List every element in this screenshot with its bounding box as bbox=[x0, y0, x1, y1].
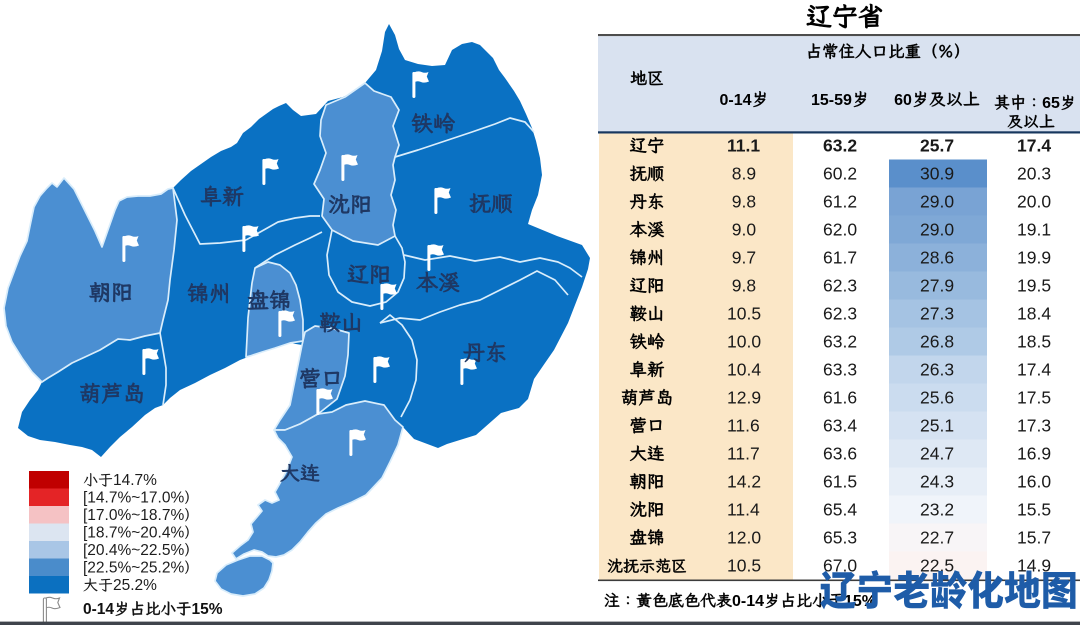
svg-text:15-59: 15-59 bbox=[811, 92, 852, 109]
svg-text:20.0: 20.0 bbox=[1017, 192, 1051, 212]
svg-text:16.0: 16.0 bbox=[1017, 472, 1051, 492]
svg-text:8.9: 8.9 bbox=[732, 164, 756, 184]
svg-text:[18.7%~20.4%: [18.7%~20.4% bbox=[83, 525, 184, 542]
svg-text:61.5: 61.5 bbox=[823, 472, 857, 492]
svg-text:18.5: 18.5 bbox=[1017, 332, 1051, 352]
svg-text:9.7: 9.7 bbox=[732, 248, 756, 268]
svg-text:17.4: 17.4 bbox=[1017, 136, 1051, 156]
svg-text:22.7: 22.7 bbox=[920, 528, 954, 548]
svg-text:65.3: 65.3 bbox=[823, 528, 857, 548]
svg-text:63.3: 63.3 bbox=[823, 360, 857, 380]
svg-text:19.5: 19.5 bbox=[1017, 276, 1051, 296]
svg-text:[20.4%~22.5%: [20.4%~22.5% bbox=[83, 542, 184, 559]
svg-text:9.0: 9.0 bbox=[732, 220, 757, 240]
svg-text:12.9: 12.9 bbox=[727, 388, 761, 408]
svg-text:26.3: 26.3 bbox=[920, 360, 954, 380]
svg-text:25.7: 25.7 bbox=[920, 136, 954, 156]
svg-text:0-14: 0-14 bbox=[732, 593, 764, 610]
svg-text:24.7: 24.7 bbox=[920, 444, 954, 464]
svg-text:62.0: 62.0 bbox=[823, 220, 857, 240]
svg-text:22.5: 22.5 bbox=[920, 556, 954, 576]
svg-text:12.0: 12.0 bbox=[727, 528, 761, 548]
svg-text:63.4: 63.4 bbox=[823, 416, 857, 436]
svg-text:10.0: 10.0 bbox=[727, 332, 761, 352]
svg-text:11.6: 11.6 bbox=[727, 416, 760, 436]
svg-text:16.9: 16.9 bbox=[1017, 444, 1051, 464]
svg-text:[17.0%~18.7%: [17.0%~18.7% bbox=[83, 507, 184, 524]
svg-text:11.7: 11.7 bbox=[727, 444, 760, 464]
svg-text:62.3: 62.3 bbox=[823, 304, 857, 324]
svg-text:60.2: 60.2 bbox=[823, 164, 857, 184]
svg-text:14.9: 14.9 bbox=[1017, 556, 1051, 576]
svg-text:25.6: 25.6 bbox=[920, 388, 954, 408]
svg-text:61.7: 61.7 bbox=[823, 248, 857, 268]
svg-text:61.2: 61.2 bbox=[823, 192, 857, 212]
svg-text:67.0: 67.0 bbox=[823, 556, 857, 576]
svg-text:9.8: 9.8 bbox=[732, 276, 756, 296]
svg-text:0-14: 0-14 bbox=[83, 601, 114, 618]
svg-text:11.4: 11.4 bbox=[727, 500, 760, 520]
svg-text:15%: 15% bbox=[192, 601, 223, 618]
svg-text:29.0: 29.0 bbox=[920, 220, 954, 240]
svg-text:14.7%: 14.7% bbox=[113, 472, 157, 489]
svg-text:24.3: 24.3 bbox=[920, 472, 954, 492]
svg-text:10.4: 10.4 bbox=[727, 360, 761, 380]
svg-text:10.5: 10.5 bbox=[727, 304, 761, 324]
svg-text:63.2: 63.2 bbox=[823, 332, 857, 352]
svg-text:14.2: 14.2 bbox=[727, 472, 761, 492]
svg-text:29.0: 29.0 bbox=[920, 192, 954, 212]
svg-text:20.3: 20.3 bbox=[1017, 164, 1051, 184]
svg-text:0-14: 0-14 bbox=[720, 92, 752, 109]
svg-text:26.8: 26.8 bbox=[920, 332, 954, 352]
svg-text:10.5: 10.5 bbox=[727, 556, 761, 576]
svg-text:65.4: 65.4 bbox=[823, 500, 857, 520]
svg-text:15.7: 15.7 bbox=[1017, 528, 1051, 548]
svg-text:23.2: 23.2 bbox=[920, 500, 954, 520]
svg-text:25.1: 25.1 bbox=[920, 416, 954, 436]
svg-text:18.4: 18.4 bbox=[1017, 304, 1051, 324]
svg-text:60: 60 bbox=[894, 92, 912, 109]
svg-text:63.2: 63.2 bbox=[823, 136, 857, 156]
svg-text:[14.7%~17.0%: [14.7%~17.0% bbox=[83, 490, 184, 507]
svg-text:[22.5%~25.2%: [22.5%~25.2% bbox=[83, 560, 184, 577]
svg-text:28.6: 28.6 bbox=[920, 248, 954, 268]
svg-text:27.3: 27.3 bbox=[920, 304, 954, 324]
svg-text:17.3: 17.3 bbox=[1017, 416, 1051, 436]
svg-text:19.9: 19.9 bbox=[1017, 248, 1051, 268]
svg-text:25.2%: 25.2% bbox=[113, 577, 157, 594]
svg-text:30.9: 30.9 bbox=[920, 164, 954, 184]
svg-text:65: 65 bbox=[1042, 95, 1060, 112]
svg-text:27.9: 27.9 bbox=[920, 276, 954, 296]
svg-text:61.6: 61.6 bbox=[823, 388, 857, 408]
svg-text:62.3: 62.3 bbox=[823, 276, 857, 296]
svg-text:63.6: 63.6 bbox=[823, 444, 857, 464]
svg-text:17.4: 17.4 bbox=[1017, 360, 1051, 380]
svg-text:17.5: 17.5 bbox=[1017, 388, 1051, 408]
svg-text:11.1: 11.1 bbox=[727, 136, 760, 156]
svg-text:15.5: 15.5 bbox=[1017, 500, 1051, 520]
svg-text:9.8: 9.8 bbox=[732, 192, 756, 212]
svg-text:19.1: 19.1 bbox=[1017, 220, 1051, 240]
